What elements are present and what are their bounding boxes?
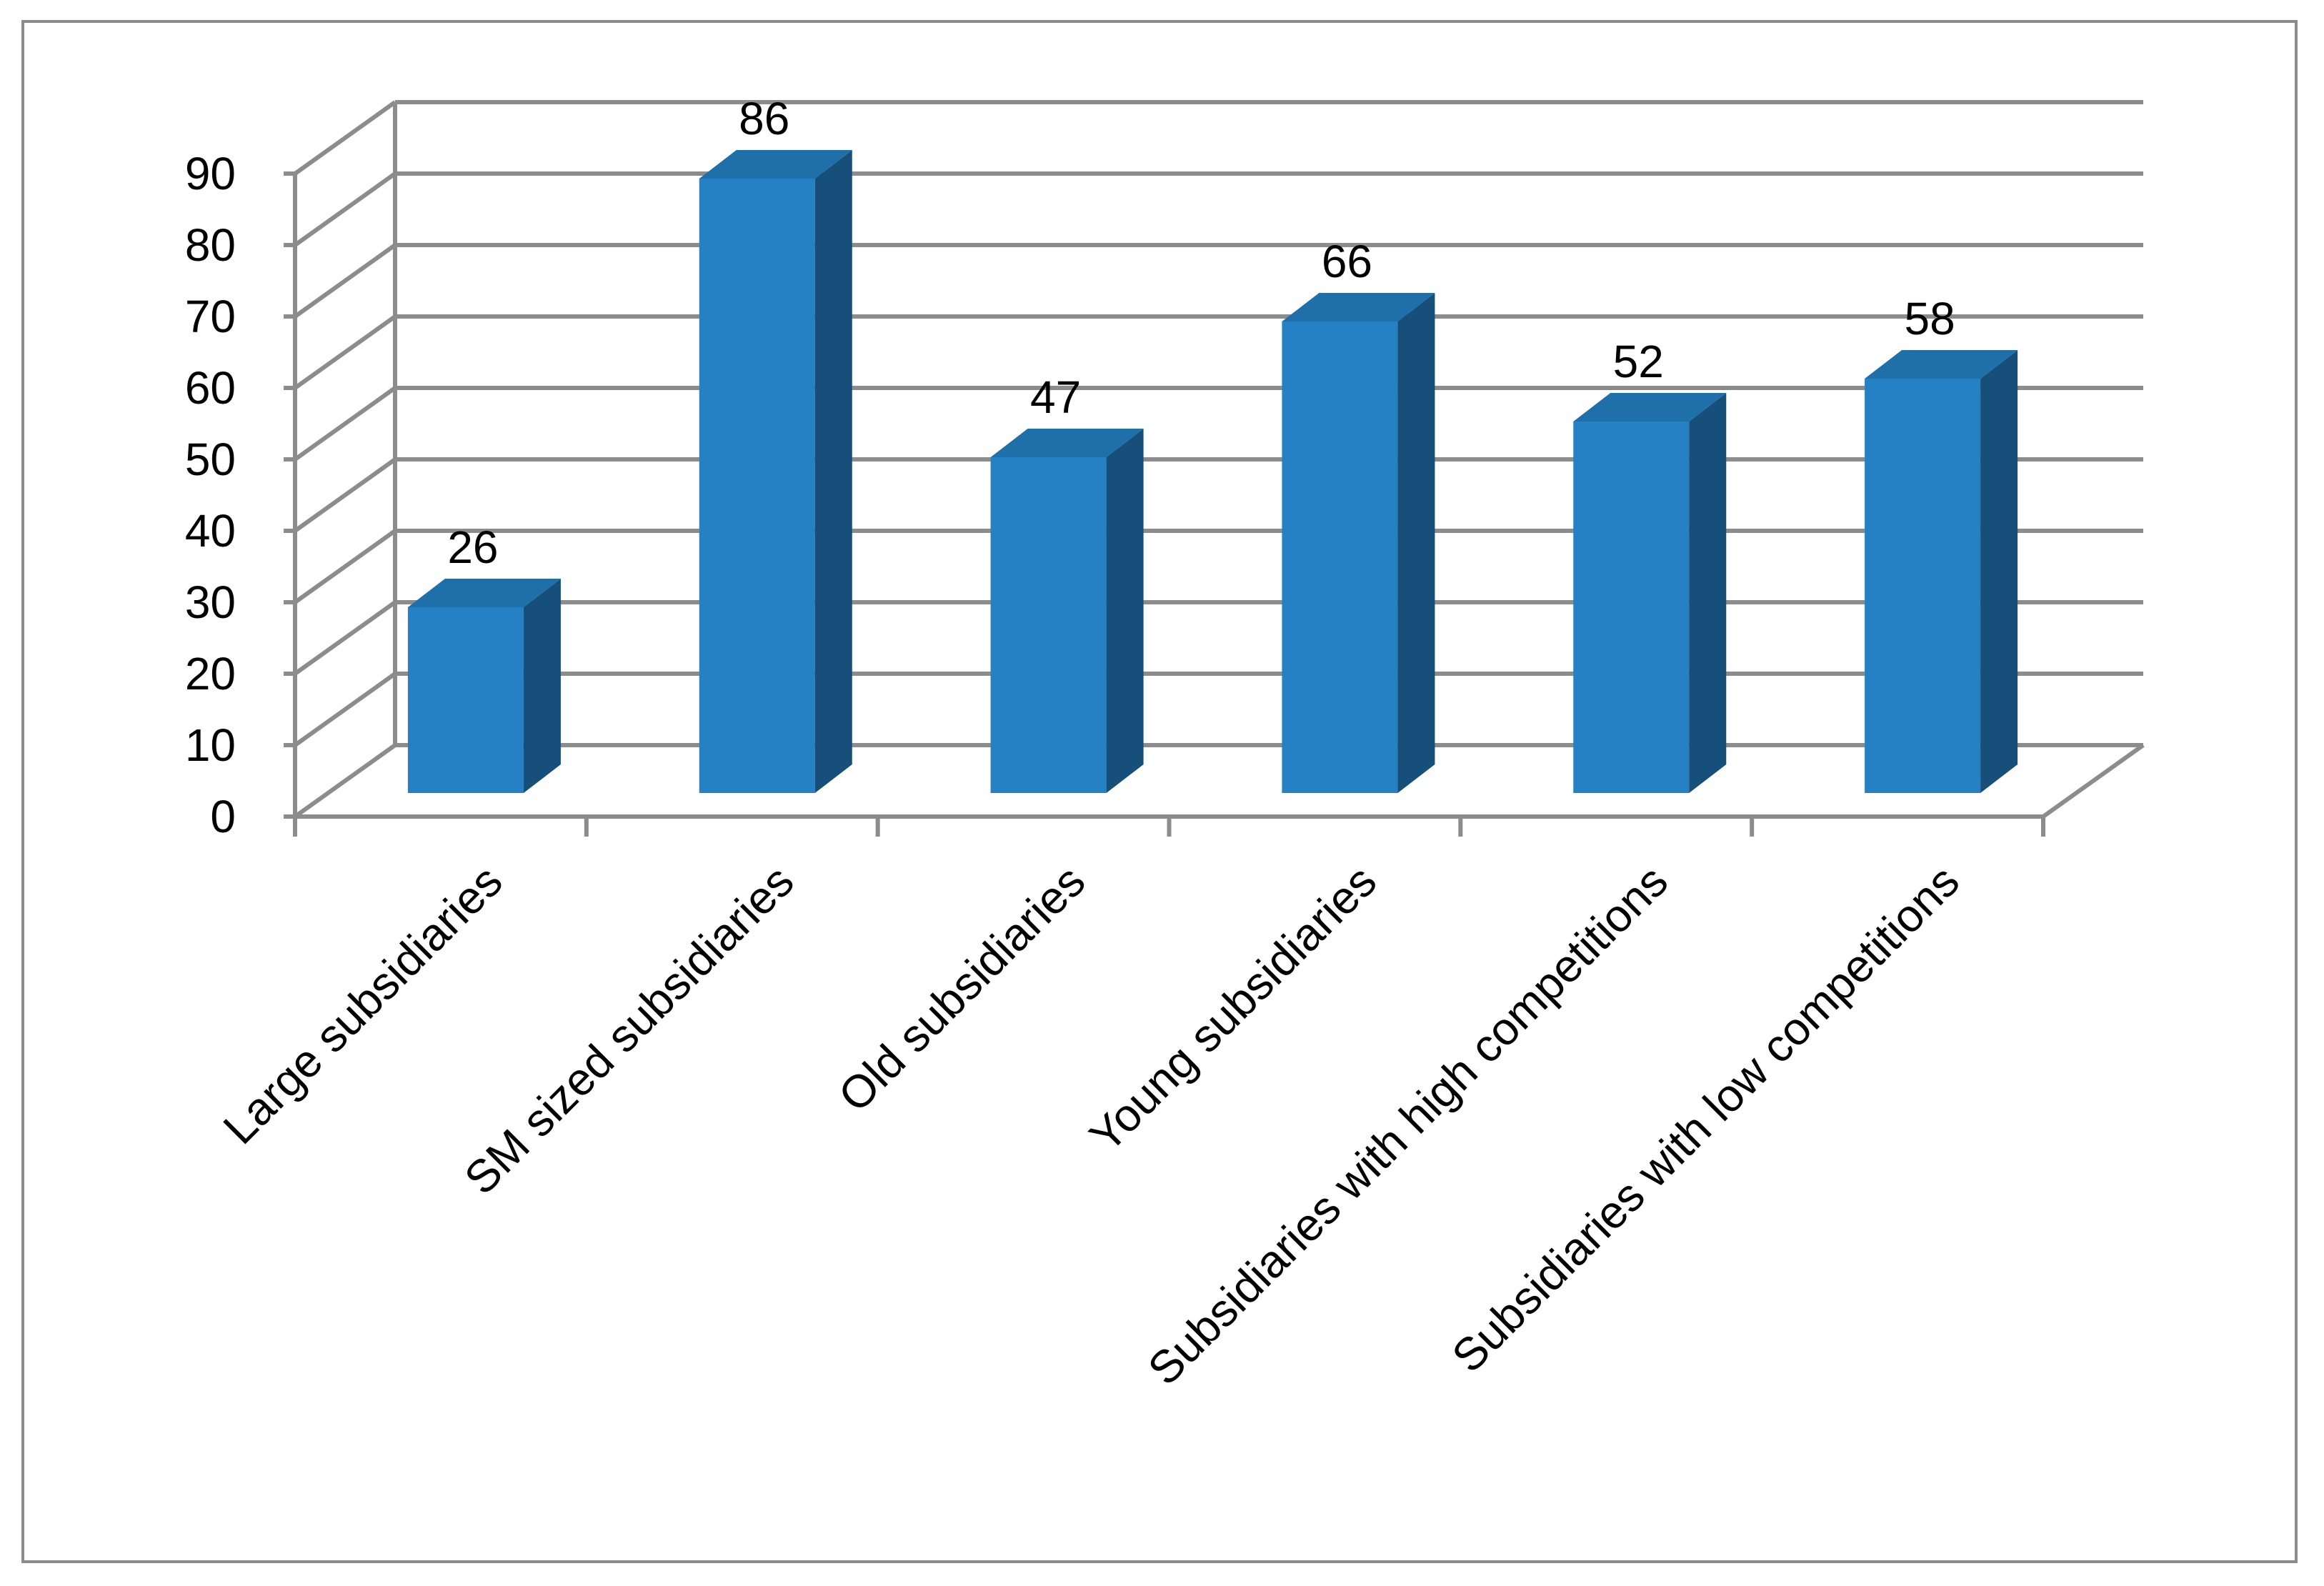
bar-front	[1573, 422, 1690, 793]
side-wall-gridline	[294, 457, 397, 533]
bar	[990, 429, 1144, 793]
bar-side	[1106, 429, 1144, 793]
y-tick-label: 20	[185, 648, 236, 699]
y-tick-label: 50	[185, 434, 236, 485]
data-label: 58	[1904, 293, 1955, 344]
bar	[699, 150, 852, 793]
y-tick-label: 70	[185, 291, 236, 342]
side-wall-gridline	[294, 100, 397, 176]
category-label: Old subsidiaries	[829, 855, 1095, 1122]
bar-side	[523, 579, 561, 793]
y-tick-label: 90	[185, 148, 236, 199]
data-label: 26	[447, 522, 498, 573]
y-tick-label: 10	[185, 719, 236, 771]
bar-top	[990, 429, 1144, 457]
bar-side	[1689, 393, 1727, 793]
y-tick-label: 30	[185, 577, 236, 628]
data-label: 66	[1322, 236, 1372, 287]
floor-right-edge	[2042, 743, 2145, 819]
category-label: Young subsidiaries	[1079, 855, 1386, 1162]
bar-front	[1282, 321, 1398, 793]
bar-side	[1397, 293, 1435, 793]
y-tick-label: 40	[185, 505, 236, 557]
bar-front	[699, 179, 815, 793]
bar-side	[1980, 350, 2018, 793]
bar	[1573, 393, 1727, 793]
bar-side	[814, 150, 852, 793]
data-label: 52	[1613, 336, 1664, 387]
bars	[407, 150, 2018, 793]
bar	[407, 579, 561, 793]
bar-top	[1282, 293, 1435, 321]
bar-top	[1865, 350, 2018, 379]
side-wall-gridline	[294, 386, 397, 462]
bar	[1865, 350, 2018, 793]
category-label: SM sized subsidiaries	[454, 855, 804, 1205]
bar-front	[1865, 379, 1981, 793]
bar-front	[990, 457, 1107, 793]
y-tick-label: 80	[185, 219, 236, 271]
bar-top	[1573, 393, 1727, 422]
data-label: 86	[739, 93, 789, 144]
side-wall-gridline	[294, 672, 397, 747]
bar	[1282, 293, 1435, 793]
side-wall-gridline	[294, 529, 397, 604]
side-wall-gridline	[294, 171, 397, 247]
category-label: Subsidiaries with low competitions	[1442, 855, 1969, 1382]
side-wall-gridline	[294, 600, 397, 676]
side-wall-gridline	[294, 243, 397, 319]
side-wall-gridline	[294, 743, 397, 819]
bar-front	[407, 607, 524, 793]
side-wall-gridline	[294, 314, 397, 390]
y-tick-label: 0	[210, 791, 236, 842]
category-label: Subsidiaries with high competitions	[1138, 855, 1677, 1395]
gridlines	[294, 100, 2143, 819]
bar-top	[699, 150, 852, 179]
axes	[284, 102, 2145, 837]
data-label: 47	[1030, 371, 1081, 423]
category-label: Large subsidiaries	[214, 855, 512, 1154]
bar-top	[407, 579, 561, 607]
y-tick-label: 60	[185, 362, 236, 414]
